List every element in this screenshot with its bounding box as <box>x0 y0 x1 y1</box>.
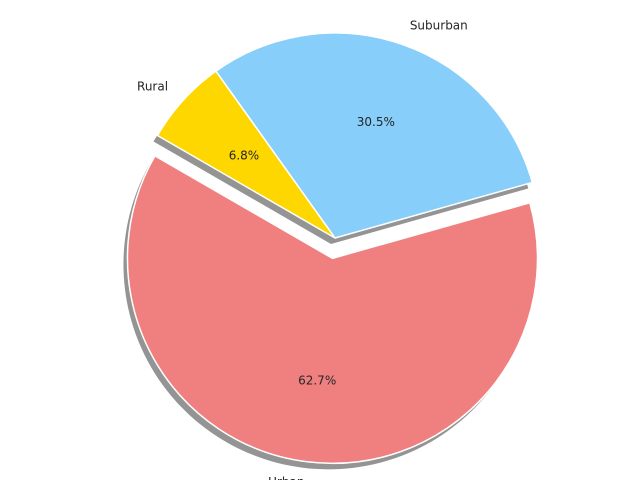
slice-label-rural: Rural <box>137 79 168 93</box>
label-layer: Urban 62.7% Suburban 30.5% Rural 6.8% <box>137 18 468 480</box>
slice-label-urban: Urban <box>268 475 304 480</box>
slice-pct-rural: 6.8% <box>229 148 260 162</box>
pie-slice-urban <box>126 155 539 465</box>
slice-label-suburban: Suburban <box>410 18 468 32</box>
pie-slice-suburban <box>215 32 534 239</box>
slice-layer <box>126 32 539 465</box>
slice-pct-suburban: 30.5% <box>357 115 395 129</box>
slice-pct-urban: 62.7% <box>298 373 336 387</box>
pie-slice-rural <box>156 70 336 239</box>
